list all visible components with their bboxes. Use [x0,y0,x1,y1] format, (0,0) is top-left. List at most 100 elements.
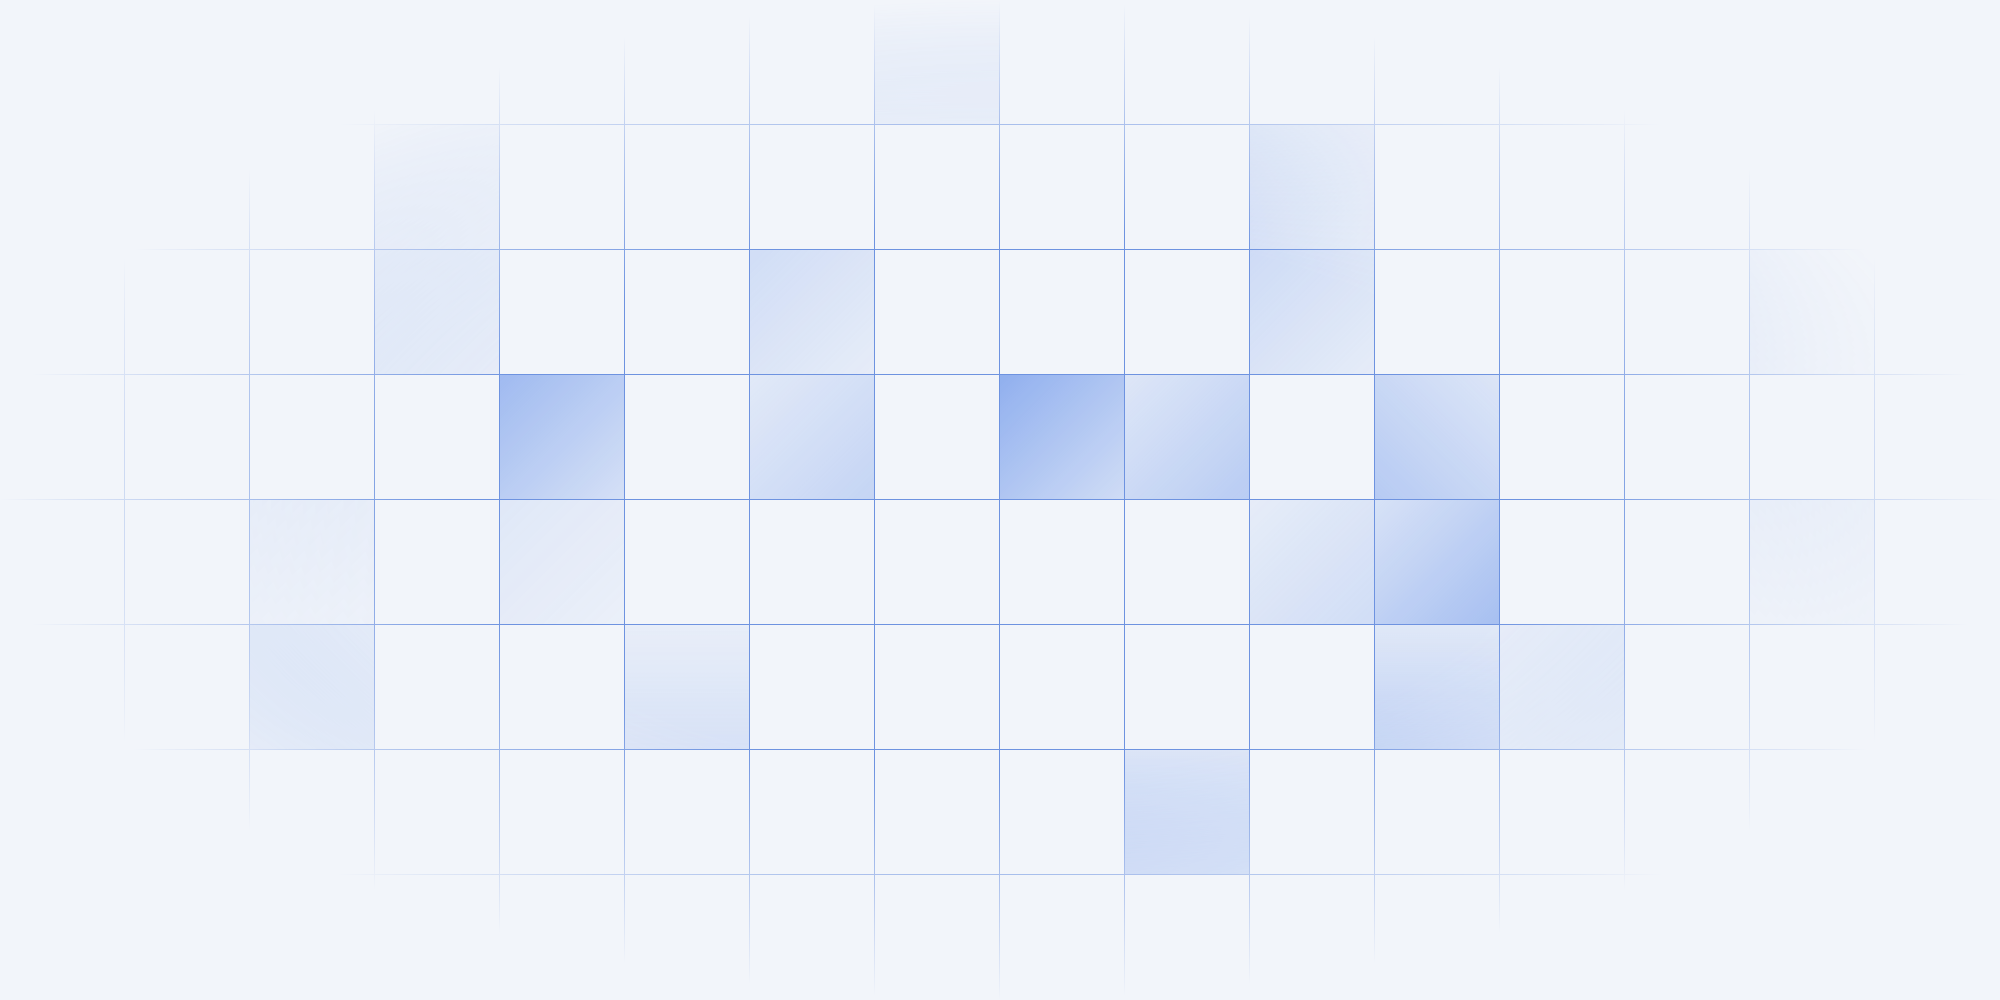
highlighted-tile [1500,625,1625,750]
grid-tile [875,125,1000,250]
grid-tile [0,625,125,750]
highlighted-tile [1250,250,1375,375]
grid-tile [500,125,625,250]
highlighted-tile [1750,500,1875,625]
grid-tile [125,625,250,750]
grid-tile [625,0,750,125]
grid-tile [1125,500,1250,625]
grid-tile [1625,125,1750,250]
grid-tile [375,750,500,875]
grid-tile [1625,250,1750,375]
grid-tile [125,750,250,875]
grid-tile [1000,750,1125,875]
grid-tile [500,0,625,125]
grid-tile [1875,0,2000,125]
grid-tile [500,750,625,875]
grid-tile [1500,750,1625,875]
grid-tile [375,500,500,625]
grid-tile [1250,0,1375,125]
highlighted-tile [1125,375,1250,500]
grid-tile [1125,125,1250,250]
grid-tile [1000,125,1125,250]
grid-tile [1250,875,1375,1000]
grid-tile [1625,375,1750,500]
grid-tile [1625,875,1750,1000]
grid-tile [0,875,125,1000]
grid-tile [875,375,1000,500]
highlighted-tile [750,250,875,375]
grid-tile [750,750,875,875]
grid-tile [1875,875,2000,1000]
grid-tile [750,125,875,250]
grid-tile [0,250,125,375]
grid-tile [750,0,875,125]
grid-tile [375,0,500,125]
grid-tile [1375,250,1500,375]
grid-tile [1250,375,1375,500]
grid-tile [1000,500,1125,625]
highlighted-tile [500,375,625,500]
grid-tile [1500,125,1625,250]
grid-tile [125,500,250,625]
grid-tile [500,875,625,1000]
grid-tile [375,375,500,500]
grid-tile [250,125,375,250]
grid-tile [0,0,125,125]
grid-tile [750,500,875,625]
grid-tile [250,875,375,1000]
grid-tile [1250,750,1375,875]
grid-tile [125,125,250,250]
grid-tile [750,625,875,750]
grid-tile [1875,250,2000,375]
grid-tile [1000,250,1125,375]
grid-tile [125,875,250,1000]
grid-tile [1375,750,1500,875]
highlighted-tile [1375,500,1500,625]
grid-tile [625,500,750,625]
grid-tile [0,125,125,250]
grid-tile [1750,875,1875,1000]
grid-tile [1375,125,1500,250]
grid-tile [1750,0,1875,125]
grid-tile [1875,500,2000,625]
grid-tile [125,250,250,375]
grid-tile [750,875,875,1000]
grid-tile [500,625,625,750]
highlighted-tile [625,625,750,750]
highlighted-tile [375,125,500,250]
grid-tile [1500,375,1625,500]
grid-tile [1625,500,1750,625]
grid-tile [1875,625,2000,750]
grid-tile [1375,875,1500,1000]
grid-tile [1750,625,1875,750]
grid-tile [1750,125,1875,250]
grid-tile [1750,750,1875,875]
grid-tile [375,875,500,1000]
grid-tile [1125,625,1250,750]
highlighted-tile [750,375,875,500]
grid-tile [625,125,750,250]
grid-tile [1875,750,2000,875]
grid-tile [1625,750,1750,875]
grid-tile [1000,0,1125,125]
highlighted-tile [250,625,375,750]
grid-tile [1250,625,1375,750]
grid-tile [875,875,1000,1000]
grid-tile [125,375,250,500]
grid-tile [1125,250,1250,375]
grid-tile [625,750,750,875]
grid-tile [625,250,750,375]
highlighted-tile [875,0,1000,125]
grid-tile [625,375,750,500]
grid-tile [1500,875,1625,1000]
grid-tile [875,625,1000,750]
grid-tile [0,750,125,875]
grid-tile [250,750,375,875]
highlighted-tile [1000,375,1125,500]
highlighted-tile [500,500,625,625]
grid-tile [250,0,375,125]
grid-tile [1625,625,1750,750]
highlighted-tile [1250,125,1375,250]
grid-tile [1125,875,1250,1000]
